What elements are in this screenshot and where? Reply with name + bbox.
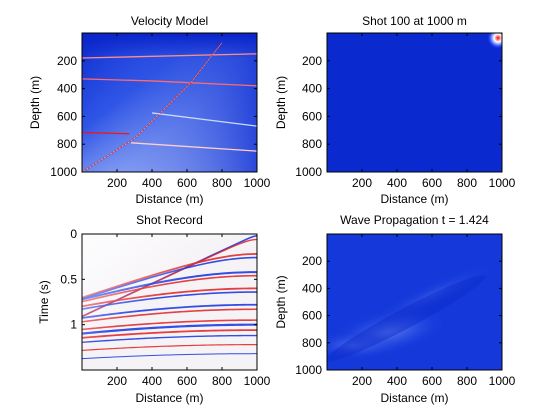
wave-ylabel: Depth (m) [274, 275, 288, 328]
velocity-fault-highlight [82, 42, 223, 172]
wave-events [327, 263, 496, 362]
record-title: Shot Record [136, 213, 203, 227]
shot-source-wavefront [487, 33, 502, 49]
velocity-ylabel: Depth (m) [28, 76, 42, 129]
wave-xlabel: Distance (m) [380, 391, 448, 405]
shot-xtick-label: 800 [457, 176, 477, 190]
record-ticks: 200 400 600 800 1000 0 0.5 1 [60, 227, 270, 388]
record-ylabel: Time (s) [37, 280, 51, 324]
velocity-interface-2 [82, 131, 130, 135]
wave-title: Wave Propagation t = 1.424 [340, 213, 489, 227]
velocity-title: Velocity Model [131, 14, 208, 28]
shot-ytick-label: 200 [302, 54, 322, 68]
record-axes-frame [81, 233, 258, 371]
record-ytick-label: 0 [70, 227, 77, 241]
shot-ylabel: Depth (m) [274, 76, 288, 129]
wave-xtick-label: 1000 [489, 374, 516, 388]
shot-ytick-label: 400 [302, 82, 322, 96]
velocity-interface-4 [151, 112, 257, 127]
record-ytick-label: 1 [70, 318, 77, 332]
shot-field [327, 33, 502, 172]
record-xtick-label: 200 [107, 374, 127, 388]
velocity-ytick-label: 200 [57, 54, 77, 68]
wave-ytick-label: 1000 [295, 363, 322, 377]
panel-wave: Wave Propagation t = 1.424 200 400 600 800 1… [274, 213, 516, 405]
velocity-top-layer [82, 33, 257, 58]
velocity-xtick-label: 1000 [244, 176, 271, 190]
record-xlabel: Distance (m) [135, 391, 203, 405]
velocity-interface-3 [130, 142, 257, 152]
shot-ytick-label: 1000 [295, 165, 322, 179]
velocity-xtick-label: 800 [212, 176, 232, 190]
velocity-ytick-label: 800 [57, 137, 77, 151]
velocity-overlays [82, 42, 257, 172]
panel-velocity: Velocity Model 200 400 600 800 1000 200 400 600… [28, 14, 271, 206]
velocity-ytick-label: 400 [57, 82, 77, 96]
shot-xtick-label: 400 [387, 176, 407, 190]
velocity-ytick-label: 600 [57, 109, 77, 123]
shot-ytick-label: 800 [302, 137, 322, 151]
shot-axes-frame [326, 32, 503, 173]
wave-axes-frame [326, 233, 503, 371]
velocity-xtick-label: 400 [142, 176, 162, 190]
velocity-xlabel: Distance (m) [135, 192, 203, 206]
shot-ytick-label: 600 [302, 109, 322, 123]
wave-xtick-label: 600 [422, 374, 442, 388]
velocity-ticks: 200 400 600 800 1000 200 400 600 800 1000 [50, 33, 271, 190]
wave-ticks: 200 400 600 800 1000 200 400 600 800 1000 [295, 234, 516, 388]
velocity-xtick-label: 600 [177, 176, 197, 190]
wave-ytick-label: 400 [302, 281, 322, 295]
wave-xtick-label: 400 [387, 374, 407, 388]
wave-ytick-label: 800 [302, 336, 322, 350]
wave-ytick-label: 200 [302, 254, 322, 268]
velocity-ytick-label: 1000 [50, 165, 77, 179]
record-xtick-label: 600 [177, 374, 197, 388]
velocity-axes-frame [81, 32, 258, 173]
shot-ticks: 200 400 600 800 1000 200 400 600 800 1000 [295, 33, 516, 190]
panel-record: Shot Record 200 400 600 800 1000 0 0.5 1 Distan… [37, 213, 271, 405]
shot-title: Shot 100 at 1000 m [362, 14, 467, 28]
velocity-interface-1 [82, 78, 257, 87]
record-fade [82, 234, 257, 370]
panel-shot: Shot 100 at 1000 m 200 400 600 800 1000 200 40… [274, 14, 516, 206]
wave-patch-3 [327, 275, 486, 362]
record-ytick-label: 0.5 [60, 272, 77, 286]
wave-ytick-label: 600 [302, 309, 322, 323]
wave-xtick-label: 200 [352, 374, 372, 388]
shot-xtick-label: 1000 [489, 176, 516, 190]
velocity-xtick-label: 200 [107, 176, 127, 190]
record-xtick-label: 400 [142, 374, 162, 388]
record-xtick-label: 1000 [244, 374, 271, 388]
velocity-interface-0 [82, 53, 257, 59]
shot-xlabel: Distance (m) [380, 192, 448, 206]
wave-xtick-label: 800 [457, 374, 477, 388]
shot-xtick-label: 600 [422, 176, 442, 190]
record-xtick-label: 800 [212, 374, 232, 388]
shot-xtick-label: 200 [352, 176, 372, 190]
